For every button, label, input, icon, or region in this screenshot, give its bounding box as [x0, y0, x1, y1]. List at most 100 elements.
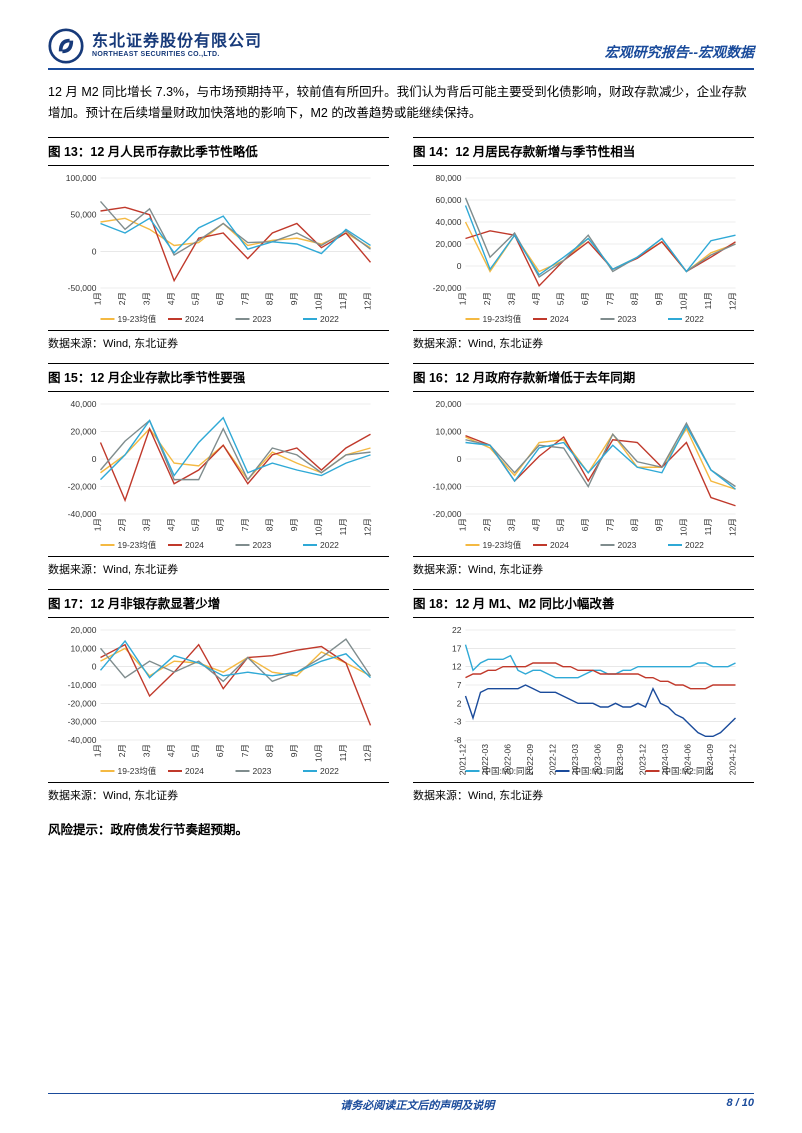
svg-text:6月: 6月 — [580, 292, 590, 305]
svg-text:11月: 11月 — [703, 292, 713, 309]
svg-text:22: 22 — [452, 625, 462, 635]
svg-text:3月: 3月 — [142, 292, 152, 305]
svg-text:0: 0 — [457, 261, 462, 271]
svg-text:2022: 2022 — [685, 540, 704, 550]
svg-text:10月: 10月 — [313, 744, 323, 762]
svg-text:11月: 11月 — [703, 518, 713, 535]
chart-plot-area: -40,000-20,000020,00040,0001月2月3月4月5月6月7… — [48, 391, 389, 557]
chart-plot-area: -40,000-30,000-20,000-10,000010,00020,00… — [48, 617, 389, 783]
svg-text:80,000: 80,000 — [436, 173, 462, 183]
svg-text:-3: -3 — [454, 716, 462, 726]
svg-text:10,000: 10,000 — [71, 643, 97, 653]
svg-text:3月: 3月 — [142, 518, 152, 531]
svg-text:5月: 5月 — [191, 518, 201, 531]
svg-text:-20,000: -20,000 — [68, 698, 97, 708]
svg-text:3月: 3月 — [142, 744, 152, 757]
svg-text:19-23均值: 19-23均值 — [118, 314, 157, 324]
logo-block: 东北证券股份有限公司 NORTHEAST SECURITIES CO.,LTD. — [48, 28, 262, 64]
svg-text:12月: 12月 — [363, 292, 373, 310]
svg-text:2023: 2023 — [253, 766, 272, 776]
svg-text:2022: 2022 — [685, 314, 704, 324]
svg-text:6月: 6月 — [215, 744, 225, 757]
svg-text:2023: 2023 — [253, 540, 272, 550]
svg-text:9月: 9月 — [289, 518, 299, 531]
svg-text:7月: 7月 — [240, 744, 250, 757]
svg-text:6月: 6月 — [580, 518, 590, 531]
svg-text:11月: 11月 — [338, 518, 348, 535]
svg-text:-50,000: -50,000 — [68, 283, 97, 293]
svg-text:100,000: 100,000 — [66, 173, 97, 183]
svg-text:19-23均值: 19-23均值 — [118, 766, 157, 776]
svg-text:8月: 8月 — [629, 518, 639, 531]
chart-title: 图 14：12 月居民存款新增与季节性相当 — [413, 137, 754, 165]
risk-note: 风险提示：政府债发行节奏超预期。 — [48, 819, 754, 838]
intro-paragraph: 12 月 M2 同比增长 7.3%，与市场预期持平，较前值有所回升。我们认为背后… — [48, 82, 754, 125]
chart-plot-area: -50,000050,000100,0001月2月3月4月5月6月7月8月9月1… — [48, 165, 389, 331]
svg-text:7月: 7月 — [605, 292, 615, 305]
svg-text:10月: 10月 — [313, 518, 323, 536]
chart-fig14: 图 14：12 月居民存款新增与季节性相当-20,000020,00040,00… — [413, 137, 754, 357]
charts-grid: 图 13：12 月人民币存款比季节性略低 -50,000 0 50,000 100,00… — [48, 137, 754, 809]
chart-svg: -50,000050,000100,0001月2月3月4月5月6月7月8月9月1… — [48, 170, 389, 330]
svg-text:6月: 6月 — [215, 518, 225, 531]
svg-text:9月: 9月 — [654, 518, 664, 531]
chart-title: 图 13：12 月人民币存款比季节性略低 — [48, 137, 389, 165]
chart-title: 图 16：12 月政府存款新增低于去年同期 — [413, 363, 754, 391]
svg-text:11月: 11月 — [338, 744, 348, 761]
svg-text:-40,000: -40,000 — [68, 735, 97, 745]
svg-text:50,000: 50,000 — [71, 209, 97, 219]
svg-text:9月: 9月 — [289, 292, 299, 305]
svg-text:10月: 10月 — [678, 518, 688, 536]
svg-text:0: 0 — [92, 661, 97, 671]
svg-text:4月: 4月 — [166, 292, 176, 305]
report-type: 宏观研究报告--宏观数据 — [605, 42, 754, 64]
svg-text:4月: 4月 — [166, 518, 176, 531]
svg-text:12月: 12月 — [363, 518, 373, 536]
chart-svg: -20,000-10,000010,00020,0001月2月3月4月5月6月7… — [413, 396, 754, 556]
chart-fig15: 图 15：12 月企业存款比季节性要强-40,000-20,000020,000… — [48, 363, 389, 583]
chart-source: 数据来源：Wind, 东北证券 — [413, 331, 754, 357]
svg-text:0: 0 — [457, 454, 462, 464]
chart-svg: -40,000-20,000020,00040,0001月2月3月4月5月6月7… — [48, 396, 389, 556]
chart-plot-area: -8-3271217222021-122022-032022-062022-09… — [413, 617, 754, 783]
svg-text:-10,000: -10,000 — [68, 680, 97, 690]
svg-text:中国:M2:同比: 中国:M2:同比 — [663, 766, 714, 776]
svg-text:1月: 1月 — [458, 518, 468, 531]
chart-svg: -20,000020,00040,00060,00080,0001月2月3月4月… — [413, 170, 754, 330]
svg-text:19-23均值: 19-23均值 — [118, 540, 157, 550]
chart-fig17: 图 17：12 月非银存款显著少增-40,000-30,000-20,000-1… — [48, 589, 389, 809]
svg-text:2023: 2023 — [618, 314, 637, 324]
svg-text:19-23均值: 19-23均值 — [483, 314, 522, 324]
svg-text:2024: 2024 — [185, 314, 204, 324]
svg-text:2022: 2022 — [320, 314, 339, 324]
svg-text:5月: 5月 — [556, 292, 566, 305]
svg-text:-20,000: -20,000 — [433, 509, 462, 519]
chart-svg: -40,000-30,000-20,000-10,000010,00020,00… — [48, 622, 389, 782]
northeast-securities-logo-icon — [48, 28, 84, 64]
svg-text:3月: 3月 — [507, 518, 517, 531]
logo-text: 东北证券股份有限公司 NORTHEAST SECURITIES CO.,LTD. — [92, 34, 262, 58]
svg-text:8月: 8月 — [264, 518, 274, 531]
chart-source: 数据来源：Wind, 东北证券 — [413, 557, 754, 583]
svg-text:2024: 2024 — [550, 540, 569, 550]
chart-title: 图 15：12 月企业存款比季节性要强 — [48, 363, 389, 391]
chart-source: 数据来源：Wind, 东北证券 — [48, 557, 389, 583]
chart-source: 数据来源：Wind, 东北证券 — [48, 783, 389, 809]
svg-text:2023: 2023 — [618, 540, 637, 550]
chart-source: 数据来源：Wind, 东北证券 — [413, 783, 754, 809]
svg-text:6月: 6月 — [215, 292, 225, 305]
svg-text:2月: 2月 — [117, 518, 127, 531]
svg-text:11月: 11月 — [338, 292, 348, 309]
chart-fig13: 图 13：12 月人民币存款比季节性略低-50,000050,000100,00… — [48, 137, 389, 357]
svg-text:20,000: 20,000 — [436, 239, 462, 249]
chart-source: 数据来源：Wind, 东北证券 — [48, 331, 389, 357]
svg-text:10月: 10月 — [313, 292, 323, 310]
svg-text:-30,000: -30,000 — [68, 716, 97, 726]
svg-text:2023: 2023 — [253, 314, 272, 324]
svg-text:中国:M0:同比: 中国:M0:同比 — [483, 766, 534, 776]
svg-text:-40,000: -40,000 — [68, 509, 97, 519]
svg-text:2024-12: 2024-12 — [728, 743, 738, 774]
svg-text:2022: 2022 — [320, 766, 339, 776]
logo-chinese: 东北证券股份有限公司 — [92, 34, 262, 51]
chart-plot-area: -20,000-10,000010,00020,0001月2月3月4月5月6月7… — [413, 391, 754, 557]
